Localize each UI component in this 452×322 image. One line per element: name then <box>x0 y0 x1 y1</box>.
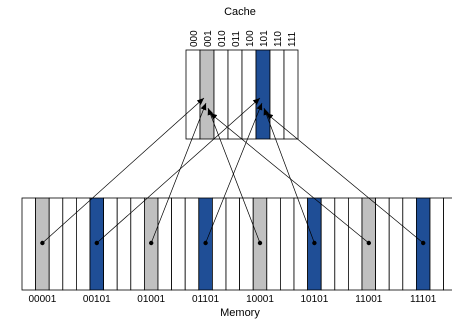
memory-cells <box>21 197 452 291</box>
memory-cell <box>48 197 64 291</box>
memory-address-label: 11101 <box>410 294 437 305</box>
mapping-arrow <box>150 102 207 244</box>
cache-index-label: 010 <box>217 30 228 47</box>
memory-address-label: 11001 <box>355 294 383 305</box>
memory-block-dot <box>94 240 100 246</box>
cache-index-labels: 000 001 010 011 100 101 110 111 <box>189 30 298 47</box>
memory-address-label: 10001 <box>246 294 274 305</box>
cache-line-101 <box>255 49 271 140</box>
memory-cell <box>21 197 37 291</box>
memory-block-dot <box>203 240 208 246</box>
memory-cell <box>171 197 186 291</box>
cache-line-100 <box>241 49 257 140</box>
mapping-arrow <box>263 107 315 244</box>
memory-block-dot <box>257 240 263 246</box>
memory-cell <box>388 197 404 291</box>
cache-title: Cache <box>224 6 256 18</box>
mapping-arrow <box>205 102 263 244</box>
cache-index-label: 000 <box>189 30 200 47</box>
memory-cell <box>116 197 132 291</box>
memory-title: Memory <box>220 307 260 319</box>
memory-address-label: 00101 <box>83 294 111 305</box>
memory-block-dot <box>421 240 426 246</box>
memory-cell <box>279 197 295 291</box>
mapping-arrows <box>40 97 426 246</box>
memory-cell <box>157 197 173 291</box>
mapping-arrow <box>265 112 424 244</box>
memory-cell <box>266 197 281 291</box>
memory-cell <box>375 197 390 291</box>
memory-cell <box>184 197 200 291</box>
memory-cell <box>130 197 145 291</box>
memory-block-dot <box>312 240 317 246</box>
cache-index-label: 011 <box>231 31 242 47</box>
memory-cell <box>334 197 349 291</box>
mapping-arrow <box>96 97 261 244</box>
cache-index-label: 111 <box>287 31 298 47</box>
mapping-arrow <box>209 112 370 244</box>
memory-address-labels: 00001 00101 01001 01101 10001 10101 11001 11101 <box>28 294 436 305</box>
memory-cell <box>211 197 227 291</box>
cache-index-label: 001 <box>203 30 214 47</box>
mapping-arrow <box>42 97 205 244</box>
cache-line-011 <box>227 49 243 140</box>
memory-address-label: 01001 <box>137 294 165 305</box>
memory-block-dot <box>149 240 154 246</box>
cache-index-label: 110 <box>273 31 284 47</box>
memory-cell <box>347 197 363 291</box>
memory-address-label: 00001 <box>28 294 56 305</box>
memory-cell <box>103 197 118 291</box>
memory-cell <box>62 197 77 291</box>
memory-cell <box>402 197 417 291</box>
memory-cell <box>443 197 452 291</box>
memory-cell <box>320 197 336 291</box>
cache-line-001 <box>199 49 215 140</box>
memory-cell <box>429 197 445 291</box>
memory-block-dot <box>366 240 371 246</box>
memory-cell <box>239 197 254 291</box>
memory-cell <box>76 197 91 291</box>
memory-block-dot <box>40 240 45 246</box>
cache-line-110 <box>269 49 285 140</box>
cache-index-label: 100 <box>245 30 256 47</box>
mapping-arrow <box>207 107 261 244</box>
memory-address-label: 01101 <box>192 294 220 305</box>
cache-index-label: 101 <box>259 30 270 47</box>
memory-cell <box>225 197 241 291</box>
memory-cell <box>293 197 309 291</box>
cache-line-000 <box>185 49 201 140</box>
cache-line-111 <box>283 49 299 140</box>
memory-address-label: 10101 <box>300 294 328 305</box>
